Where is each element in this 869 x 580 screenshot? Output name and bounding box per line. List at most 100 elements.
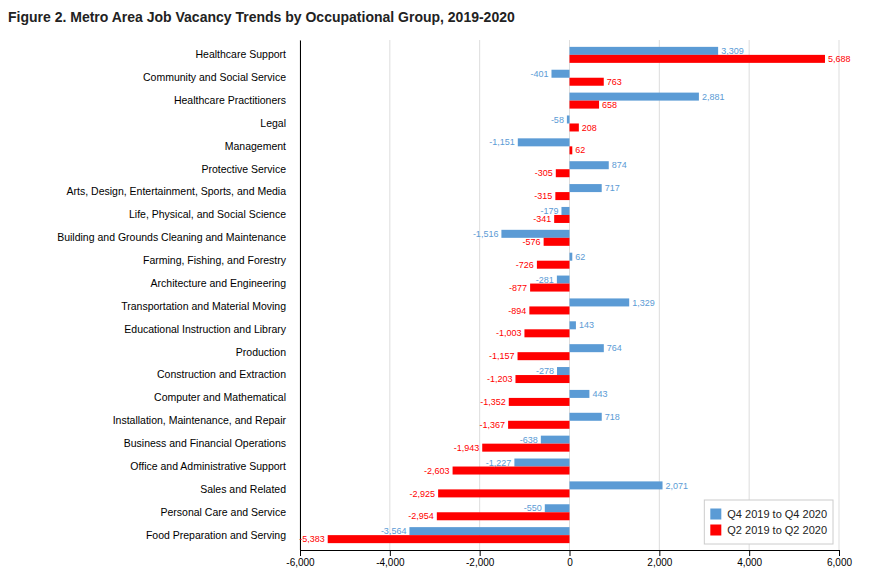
y-tick-label: Healthcare Practitioners <box>174 94 286 106</box>
x-tick: -4,000 <box>376 550 405 568</box>
bar <box>514 459 569 467</box>
y-tick: Legal <box>260 117 286 129</box>
x-tick-mark <box>570 550 571 556</box>
y-tick-label: Farming, Fishing, and Forestry <box>143 254 287 266</box>
bar <box>570 123 579 131</box>
bar <box>515 375 569 383</box>
data-label: -1,203 <box>487 374 513 384</box>
data-label: -3,564 <box>381 526 407 536</box>
bar <box>537 261 570 269</box>
y-tick-label: Transportation and Material Moving <box>121 300 286 312</box>
y-tick: Food Preparation and Serving <box>146 528 286 540</box>
y-tick-label: Production <box>236 346 286 358</box>
data-labels: 3,309-4012,881-58-1,151874717-179-1,5166… <box>299 46 850 544</box>
y-tick-label: Architecture and Engineering <box>151 277 287 289</box>
y-tick: Construction and Extraction <box>157 368 286 380</box>
data-label: -58 <box>551 115 564 125</box>
data-label: -1,227 <box>486 458 512 468</box>
x-axis-line <box>301 551 840 557</box>
data-label: -726 <box>516 260 534 270</box>
grid <box>300 40 839 550</box>
x-tick: 2,000 <box>647 550 672 568</box>
y-tick-label: Healthcare Support <box>196 48 287 60</box>
data-label: -1,352 <box>480 397 506 407</box>
y-tick: Production <box>236 346 286 358</box>
data-label: 874 <box>612 160 627 170</box>
data-label: 2,071 <box>666 481 689 491</box>
y-tick-label: Food Preparation and Serving <box>146 528 286 540</box>
bar <box>409 527 569 535</box>
bar <box>529 306 569 314</box>
y-axis: Healthcare Support Community and Social S… <box>57 41 300 551</box>
series <box>409 47 718 535</box>
data-label: 1,329 <box>632 298 655 308</box>
y-tick-label: Office and Administrative Support <box>130 460 286 472</box>
data-label: -341 <box>533 214 551 224</box>
x-tick-mark <box>659 550 660 556</box>
data-label: -305 <box>535 168 553 178</box>
x-axis: -6,000-4,000-2,00002,0004,0006,000 <box>286 550 852 568</box>
y-tick: Protective Service <box>201 163 286 175</box>
legend-label: Q2 2019 to Q2 2020 <box>727 524 827 536</box>
bar <box>554 215 569 223</box>
data-label: -1,003 <box>496 328 522 338</box>
x-tick-mark <box>390 550 391 556</box>
grid-line <box>300 40 301 550</box>
x-tick-mark <box>300 550 301 556</box>
plot: -6,000-4,000-2,00002,0004,0006,000Health… <box>57 40 852 568</box>
y-tick: Personal Care and Service <box>161 506 287 518</box>
bar <box>530 284 569 292</box>
y-tick-label: Business and Financial Operations <box>124 437 286 449</box>
data-label: -1,943 <box>454 443 480 453</box>
bar <box>544 238 570 246</box>
data-label: -1,367 <box>480 420 506 430</box>
bar <box>551 70 569 78</box>
y-tick-label: Community and Social Service <box>143 71 286 83</box>
x-tick: -2,000 <box>466 550 495 568</box>
data-label: 763 <box>607 77 622 87</box>
x-tick-mark <box>749 550 750 556</box>
bar <box>438 489 569 497</box>
x-tick: 6,000 <box>827 550 852 568</box>
y-tick-label: Personal Care and Service <box>161 506 287 518</box>
y-tick-label: Life, Physical, and Social Science <box>129 208 286 220</box>
bar <box>570 184 602 192</box>
bar <box>570 298 630 306</box>
bar <box>545 504 570 512</box>
data-label: -894 <box>508 306 526 316</box>
y-tick: Management <box>225 140 286 152</box>
data-label: -2,954 <box>408 511 434 521</box>
data-label: 658 <box>602 100 617 110</box>
y-tick-label: Arts, Design, Entertainment, Sports, and… <box>67 185 287 197</box>
bar <box>541 436 570 444</box>
bar <box>437 512 570 520</box>
chart: Figure 2. Metro Area Job Vacancy Trends … <box>0 0 869 580</box>
data-label: 718 <box>605 412 620 422</box>
data-label: 443 <box>592 389 607 399</box>
y-tick: Healthcare Practitioners <box>174 94 286 106</box>
bar <box>570 481 663 489</box>
data-label: -401 <box>530 69 548 79</box>
data-label: -638 <box>520 435 538 445</box>
legend-swatch <box>710 509 721 520</box>
y-tick-label: Construction and Extraction <box>157 368 286 380</box>
data-label: 62 <box>575 252 585 262</box>
bar <box>570 321 576 329</box>
bar <box>570 146 573 154</box>
y-tick: Community and Social Service <box>143 71 286 83</box>
legend-swatch <box>710 525 721 536</box>
bar <box>570 390 590 398</box>
y-tick: Educational Instruction and Library <box>124 323 286 335</box>
data-label: 62 <box>575 145 585 155</box>
data-label: 764 <box>607 343 622 353</box>
y-tick-label: Building and Grounds Cleaning and Mainte… <box>57 231 286 243</box>
y-tick: Sales and Related <box>200 483 286 495</box>
y-tick-label: Computer and Mathematical <box>154 391 286 403</box>
y-tick: Installation, Maintenance, and Repair <box>113 414 287 426</box>
y-tick: Architecture and Engineering <box>151 277 287 289</box>
data-label: -2,603 <box>424 466 450 476</box>
bar <box>570 253 573 261</box>
y-tick: Healthcare Support <box>196 48 287 60</box>
bar <box>328 535 570 543</box>
bar <box>524 329 569 337</box>
